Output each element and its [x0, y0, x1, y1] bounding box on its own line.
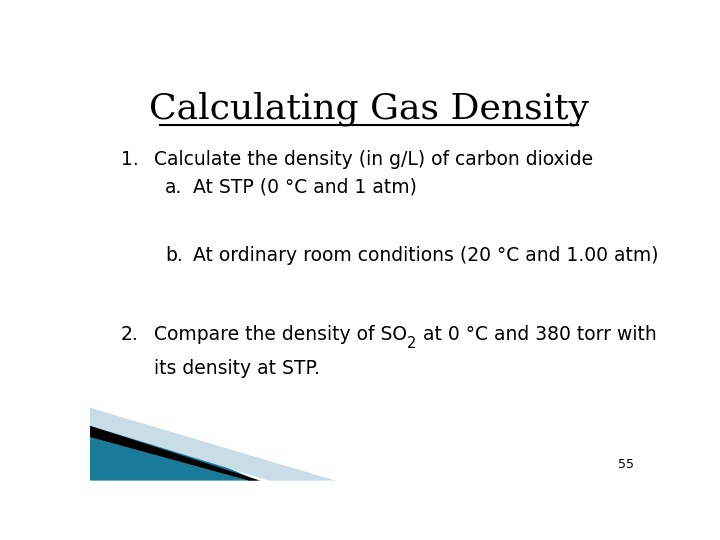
- Text: b.: b.: [166, 246, 183, 265]
- Polygon shape: [90, 408, 336, 481]
- Polygon shape: [90, 426, 260, 481]
- Text: Calculating Gas Density: Calculating Gas Density: [149, 92, 589, 126]
- Text: at 0 °C and 380 torr with: at 0 °C and 380 torr with: [417, 325, 657, 343]
- Text: 2: 2: [408, 336, 417, 352]
- Text: a.: a.: [166, 178, 183, 197]
- Text: Calculate the density (in g/L) of carbon dioxide: Calculate the density (in g/L) of carbon…: [154, 150, 593, 169]
- Text: 1.: 1.: [121, 150, 138, 169]
- Text: Compare the density of SO: Compare the density of SO: [154, 325, 408, 343]
- Text: its density at STP.: its density at STP.: [154, 359, 320, 378]
- Text: At ordinary room conditions (20 °C and 1.00 atm): At ordinary room conditions (20 °C and 1…: [193, 246, 659, 265]
- Polygon shape: [90, 408, 258, 481]
- Text: 55: 55: [618, 458, 634, 471]
- Text: At STP (0 °C and 1 atm): At STP (0 °C and 1 atm): [193, 178, 417, 197]
- Text: 2.: 2.: [121, 325, 138, 343]
